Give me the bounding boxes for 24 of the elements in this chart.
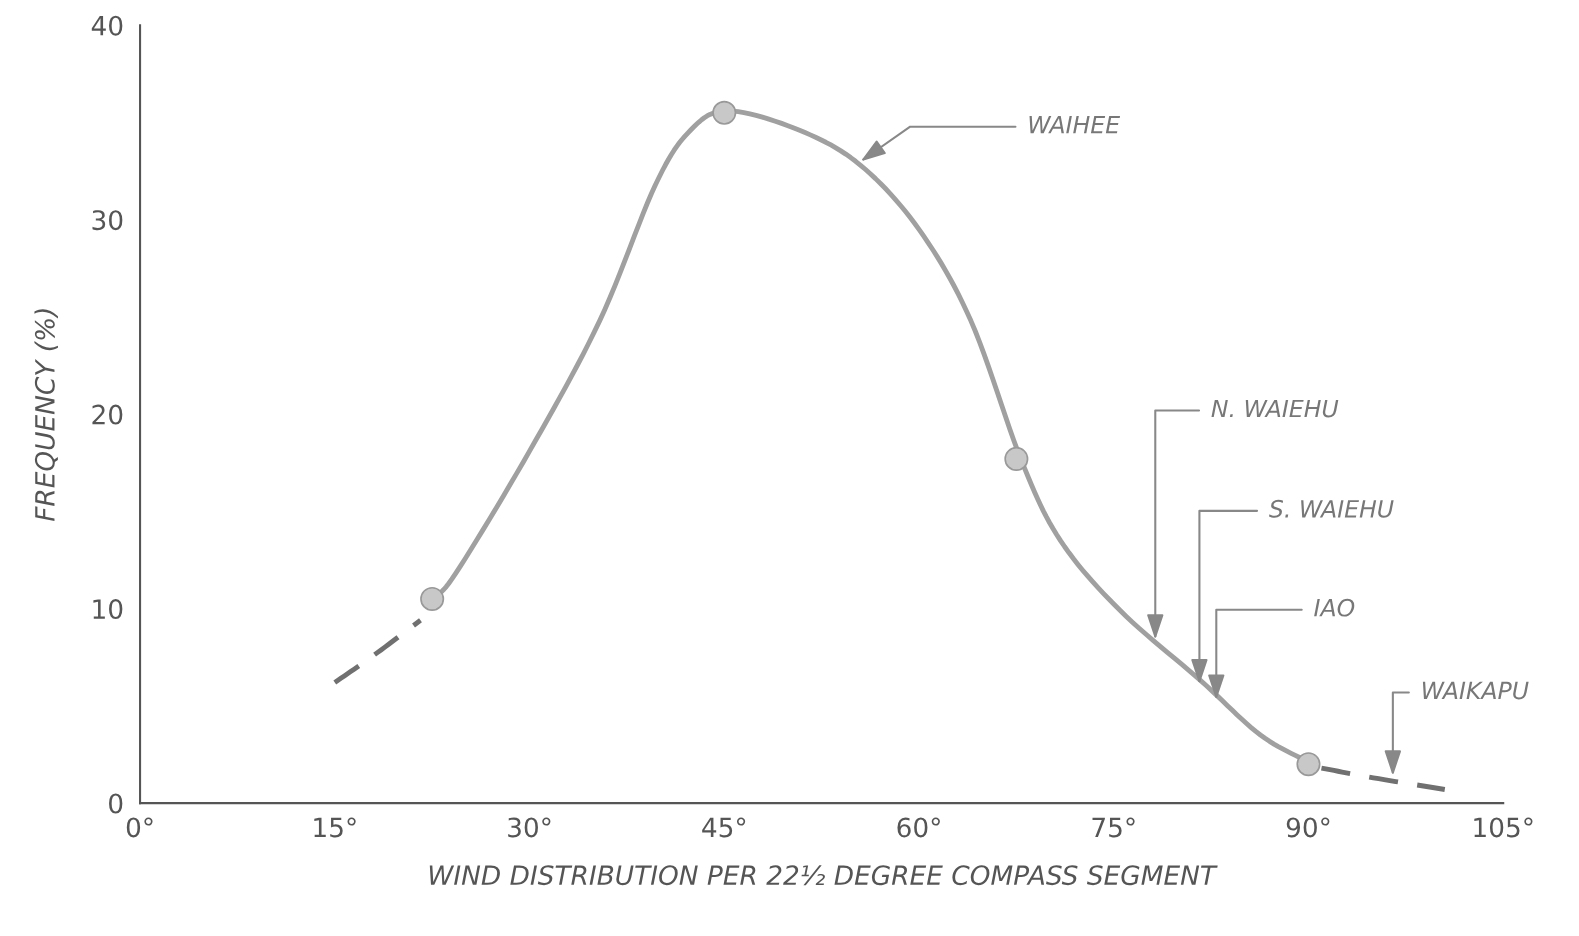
x-axis-title: WIND DISTRIBUTION PER 22½ DEGREE COMPASS SEGMENT (429, 865, 1218, 886)
x-tick-label: 105° (1474, 817, 1533, 838)
point (712, 100, 737, 125)
x-tick-label: 90° (1286, 817, 1330, 838)
point (420, 586, 445, 611)
y-tick-label: 0 (109, 793, 123, 814)
y-tick-label: 10 (93, 599, 123, 620)
y-axis-title: FREQUENCY (%) (34, 309, 58, 522)
y-tick-label: 20 (92, 404, 123, 425)
x-tick-label: 30° (508, 817, 551, 838)
point (1004, 446, 1029, 471)
x-tick-label: 45° (702, 817, 746, 838)
y-tick-label: 40 (91, 15, 123, 36)
annotation: IAO (1314, 598, 1355, 617)
annotation: S. WAIEHU (1269, 499, 1394, 518)
annotation: WAIKAPU (1422, 681, 1529, 700)
x-tick-label: 75° (1092, 817, 1135, 838)
point (1296, 752, 1321, 777)
x-tick-label: 60° (897, 817, 940, 838)
annotation: N. WAIEHU (1211, 399, 1339, 418)
y-tick-label: 30 (92, 210, 123, 231)
x-tick-label: 0° (126, 817, 153, 838)
x-tick-label: 15° (314, 817, 356, 838)
annotation: WAIHEE (1029, 115, 1121, 134)
